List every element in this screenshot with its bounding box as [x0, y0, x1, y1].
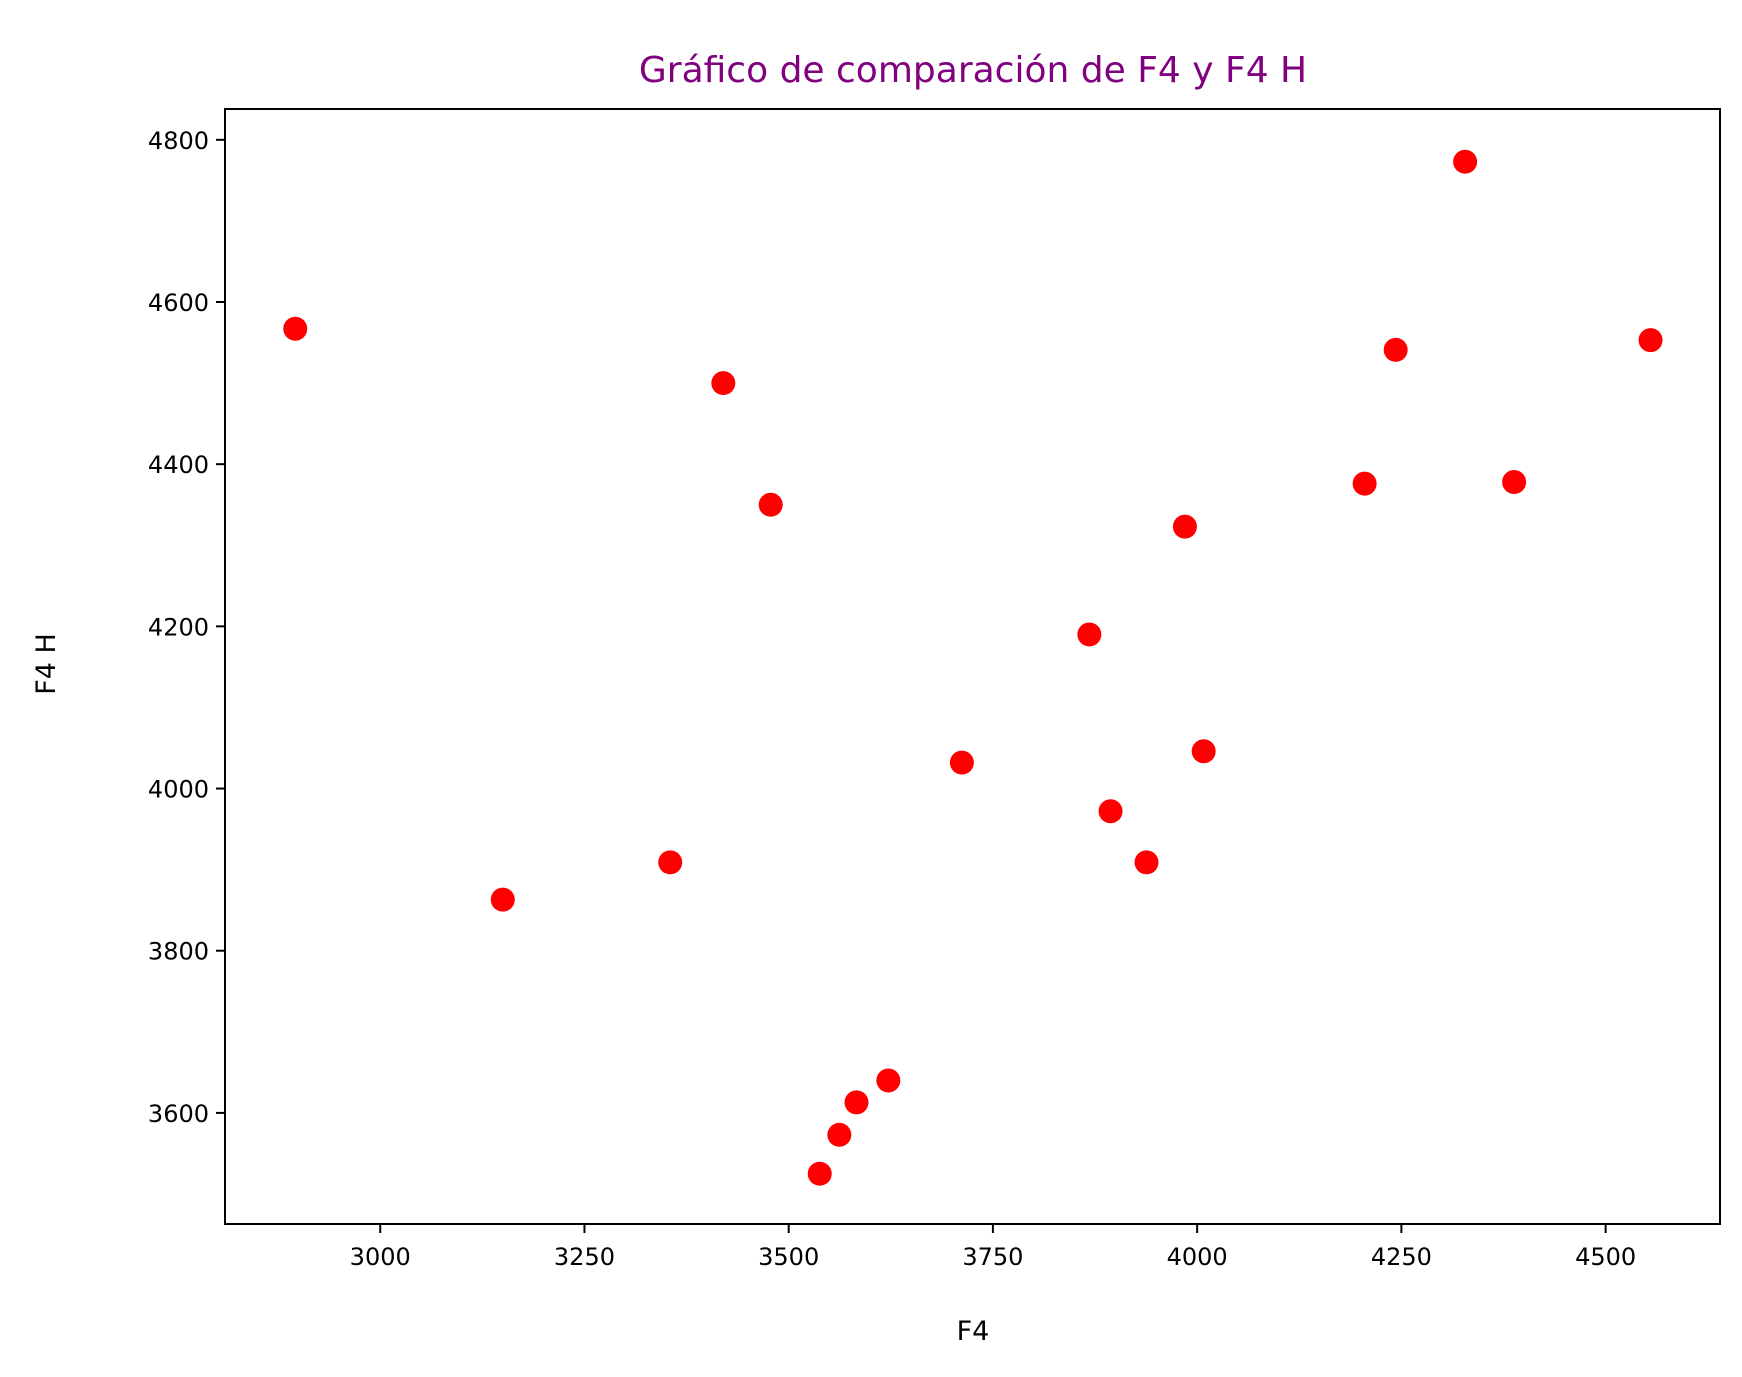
scatter-point	[711, 371, 736, 396]
y-tick-label: 4600	[148, 289, 209, 317]
scatter-point	[658, 850, 683, 875]
data-points	[283, 149, 1663, 1186]
x-tick-label: 4000	[1167, 1243, 1228, 1271]
scatter-point	[1638, 328, 1663, 353]
scatter-point	[490, 887, 515, 912]
y-axis: 3600 3800 4000 4200 4400 4600 4800	[148, 127, 225, 1128]
scatter-point	[758, 492, 783, 517]
chart-title: Gráfico de comparación de F4 y F4 H	[639, 50, 1307, 91]
x-axis-label: F4	[957, 1316, 990, 1347]
y-tick-label: 3600	[148, 1100, 209, 1128]
x-axis: 3000 3250 3500 3750 4000 4250 4500	[350, 1224, 1636, 1271]
y-tick-label: 4200	[148, 613, 209, 641]
y-tick-label: 4400	[148, 451, 209, 479]
scatter-point	[844, 1090, 869, 1115]
scatter-point	[1098, 799, 1123, 824]
y-tick-label: 4000	[148, 776, 209, 804]
scatter-point	[1502, 470, 1527, 495]
y-tick-label: 4800	[148, 127, 209, 155]
y-axis-label: F4 H	[31, 633, 62, 695]
scatter-point	[1077, 622, 1102, 647]
scatter-point	[876, 1068, 901, 1093]
x-tick-label: 3750	[962, 1243, 1023, 1271]
x-tick-label: 3000	[350, 1243, 411, 1271]
scatter-point	[827, 1122, 852, 1147]
scatter-point	[283, 316, 308, 341]
scatter-point	[949, 750, 974, 775]
scatter-point	[1134, 850, 1159, 875]
scatter-point	[1191, 739, 1216, 764]
scatter-point	[1352, 471, 1377, 496]
scatter-point	[1172, 514, 1197, 539]
scatter-point	[1453, 149, 1478, 174]
x-tick-label: 4500	[1575, 1243, 1636, 1271]
plot-area	[224, 108, 1721, 1225]
x-tick-label: 4250	[1371, 1243, 1432, 1271]
y-tick-label: 3800	[148, 938, 209, 966]
scatter-point	[807, 1161, 832, 1186]
x-tick-label: 3500	[758, 1243, 819, 1271]
scatter-point	[1383, 337, 1408, 362]
x-tick-label: 3250	[554, 1243, 615, 1271]
plot-frame	[224, 108, 1721, 1225]
